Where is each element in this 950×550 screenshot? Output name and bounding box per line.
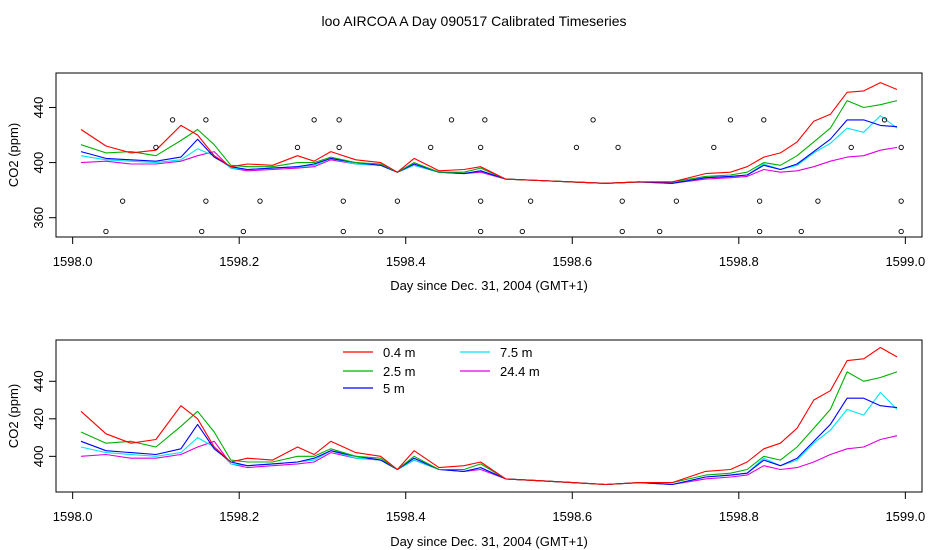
scatter-point bbox=[340, 198, 346, 204]
scatter-point bbox=[119, 198, 126, 204]
series-line-24-4-m bbox=[80, 146, 898, 184]
x-tick-label: 1598.8 bbox=[719, 509, 759, 524]
scatter-point bbox=[756, 228, 763, 235]
y-tick-label: 400 bbox=[31, 152, 46, 174]
scatter-point bbox=[378, 228, 384, 235]
scatter-point bbox=[336, 144, 342, 151]
y-tick-label: 360 bbox=[31, 207, 46, 229]
top-panel: 1598.0 1598.2 1598.4 1598.6 1598.8 1599.0 360 4… bbox=[6, 72, 925, 293]
scatter-point bbox=[815, 198, 821, 204]
series-line-24-4-m bbox=[80, 435, 898, 486]
x-tick-label: 1598.0 bbox=[53, 509, 93, 524]
scatter-point bbox=[615, 144, 621, 151]
plot-area bbox=[80, 346, 898, 486]
series-line-5-m bbox=[80, 397, 898, 486]
scatter-point bbox=[203, 198, 209, 204]
legend-label: 5 m bbox=[383, 381, 405, 396]
x-tick-label: 1598.4 bbox=[386, 254, 426, 269]
series-line-0-4-m bbox=[80, 82, 898, 184]
series-line-0-4-m bbox=[80, 346, 898, 486]
scatter-point bbox=[428, 144, 434, 151]
plot-area bbox=[80, 82, 904, 235]
scatter-point bbox=[478, 198, 484, 204]
series-line-2-5-m bbox=[80, 100, 898, 184]
scatter-point bbox=[394, 198, 401, 204]
scatter-point bbox=[756, 198, 763, 204]
scatter-point bbox=[478, 228, 484, 235]
x-tick-label: 1598.0 bbox=[53, 254, 93, 269]
scatter-point bbox=[881, 117, 888, 123]
scatter-point bbox=[673, 198, 680, 204]
scatter-point bbox=[169, 117, 176, 123]
legend-label: 0.4 m bbox=[383, 345, 416, 360]
legend-label: 7.5 m bbox=[500, 345, 533, 360]
y-tick-label: 440 bbox=[31, 370, 46, 392]
x-tick-label: 1599.0 bbox=[885, 254, 925, 269]
y-tick-label: 400 bbox=[31, 445, 46, 467]
scatter-point bbox=[898, 198, 904, 204]
scatter-point bbox=[240, 228, 247, 235]
series-line-7-5-m bbox=[80, 391, 898, 486]
plot-frame bbox=[55, 72, 923, 238]
legend-label: 2.5 m bbox=[383, 364, 416, 379]
scatter-point bbox=[478, 144, 484, 151]
x-tick-label: 1598.2 bbox=[219, 509, 259, 524]
scatter-point bbox=[257, 198, 263, 204]
scatter-point bbox=[153, 144, 159, 151]
scatter-point bbox=[619, 228, 625, 235]
y-axis-label: CO2 (ppm) bbox=[6, 384, 21, 448]
x-tick-label: 1598.6 bbox=[552, 509, 592, 524]
scatter-point bbox=[848, 144, 854, 151]
scatter-point bbox=[340, 228, 346, 235]
y-tick-label: 440 bbox=[31, 97, 46, 119]
scatter-point bbox=[761, 117, 767, 123]
x-axis-label: Day since Dec. 31, 2004 (GMT+1) bbox=[390, 278, 588, 293]
scatter-point bbox=[590, 117, 596, 123]
scatter-point bbox=[657, 228, 663, 235]
scatter-point bbox=[898, 144, 904, 151]
legend-label: 24.4 m bbox=[500, 364, 540, 379]
scatter-point bbox=[103, 228, 109, 235]
x-tick-label: 1598.2 bbox=[219, 254, 259, 269]
chart-title: loo AIRCOA A Day 090517 Calibrated Times… bbox=[321, 13, 626, 29]
x-tick-label: 1598.8 bbox=[719, 254, 759, 269]
x-tick-label: 1598.6 bbox=[552, 254, 592, 269]
series-line-2-5-m bbox=[80, 371, 898, 486]
scatter-point bbox=[294, 144, 301, 151]
x-tick-label: 1599.0 bbox=[885, 509, 925, 524]
plot-frame bbox=[55, 339, 923, 493]
scatter-point bbox=[519, 228, 525, 235]
scatter-point bbox=[711, 144, 717, 151]
y-axis-label: CO2 (ppm) bbox=[6, 123, 21, 187]
x-axis-label: Day since Dec. 31, 2004 (GMT+1) bbox=[390, 534, 588, 549]
scatter-point bbox=[482, 117, 488, 123]
scatter-point bbox=[311, 117, 317, 123]
scatter-point bbox=[727, 117, 734, 123]
scatter-point bbox=[448, 117, 455, 123]
scatter-point bbox=[798, 228, 804, 235]
scatter-point bbox=[527, 198, 534, 204]
bottom-panel: 1598.0 1598.2 1598.4 1598.6 1598.8 1599.0 400 4… bbox=[6, 339, 925, 549]
scatter-point bbox=[619, 198, 625, 204]
x-tick-label: 1598.4 bbox=[386, 509, 426, 524]
series-line-5-m bbox=[80, 119, 898, 184]
scatter-point bbox=[199, 228, 205, 235]
y-tick-label: 420 bbox=[31, 408, 46, 430]
scatter-point bbox=[898, 228, 904, 235]
scatter-point bbox=[203, 117, 209, 123]
scatter-point bbox=[336, 117, 342, 123]
scatter-point bbox=[573, 144, 580, 151]
